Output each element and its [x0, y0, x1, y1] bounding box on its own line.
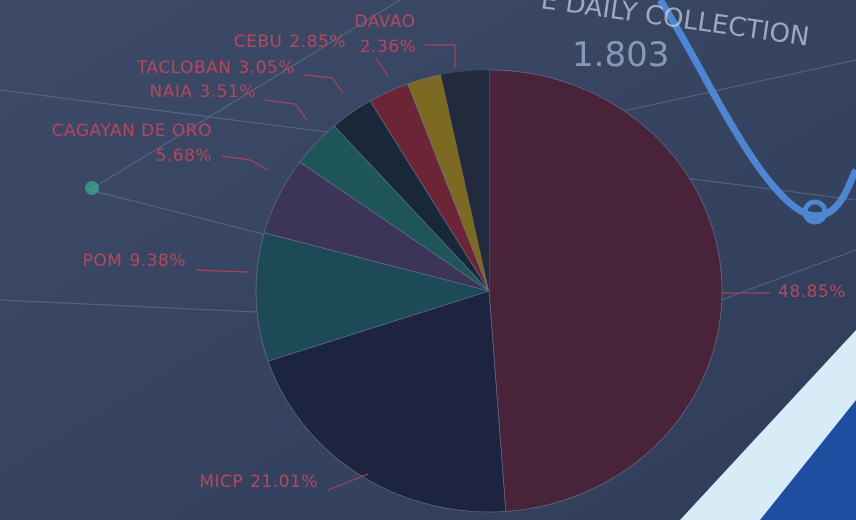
- value-label: 3.51%: [199, 82, 256, 102]
- slice-label: NAIA 3.51%: [149, 82, 256, 102]
- value-label: 2.36%: [360, 37, 417, 57]
- value-label: 48.85%: [778, 282, 846, 302]
- slice-label: TACLOBAN 3.05%: [136, 58, 295, 78]
- category-label: CAGAYAN DE ORO: [52, 121, 212, 141]
- slice-label: POM 9.38%: [83, 251, 186, 271]
- background-number: 1.803: [572, 35, 669, 75]
- slice-label: MICP 21.01%: [199, 472, 318, 492]
- slice-label: 48.85%: [778, 282, 846, 302]
- category-label: TACLOBAN: [136, 58, 232, 78]
- slice-label: CEBU 2.85%: [234, 32, 346, 52]
- category-label: CEBU: [234, 32, 283, 52]
- value-label: 3.05%: [238, 58, 295, 78]
- background-glow: [85, 181, 99, 195]
- pie: [256, 70, 722, 512]
- value-label: 9.38%: [129, 251, 186, 271]
- category-label: MICP: [199, 472, 243, 492]
- chart: E DAILY COLLECTION 1.803 48.85%MICP21.01…: [0, 0, 856, 520]
- category-label: POM: [83, 251, 123, 271]
- value-label: 5.68%: [155, 146, 212, 166]
- category-label: NAIA: [149, 82, 192, 102]
- value-label: 21.01%: [250, 472, 318, 492]
- value-label: 2.85%: [289, 32, 346, 52]
- category-label: DAVAO: [354, 12, 415, 32]
